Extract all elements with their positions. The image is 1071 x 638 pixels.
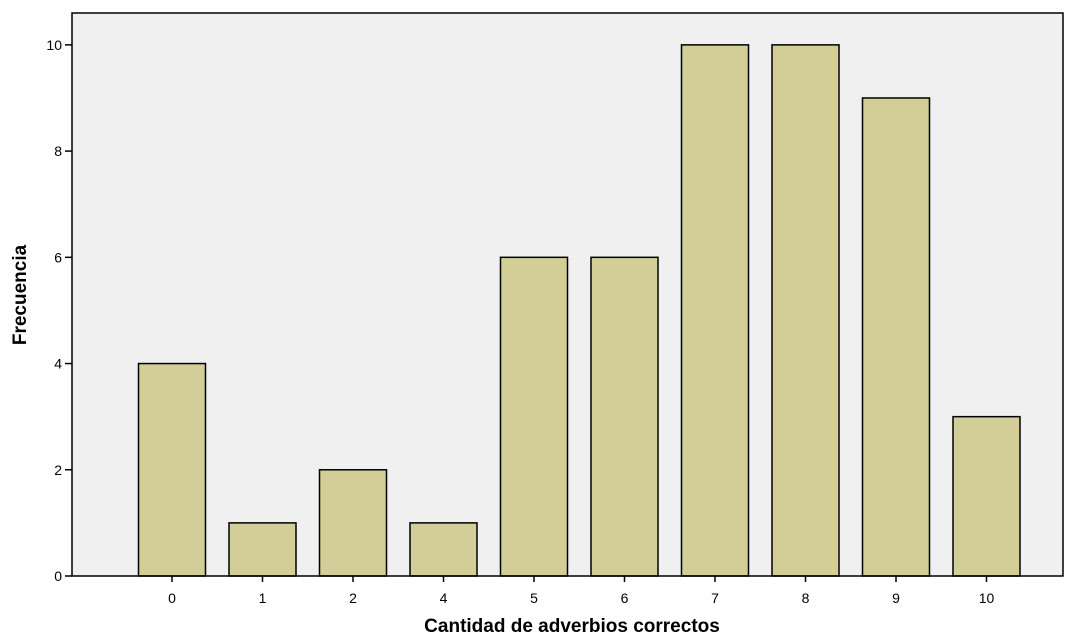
bar-10 — [952, 415, 1021, 577]
bar-6 — [590, 256, 659, 577]
x-tick-label: 9 — [892, 590, 900, 606]
x-tick-label: 2 — [349, 590, 357, 606]
x-tick-label: 7 — [711, 590, 719, 606]
x-axis-ticks: 0 1 2 4 5 6 7 8 9 10 — [168, 576, 994, 606]
x-tick-label: 10 — [979, 590, 995, 606]
bar-7 — [680, 44, 750, 577]
y-tick-label: 10 — [46, 37, 62, 53]
x-tick-label: 8 — [802, 590, 810, 606]
x-tick-label: 6 — [621, 590, 629, 606]
y-tick-label: 8 — [54, 143, 62, 159]
y-tick-label: 4 — [54, 356, 62, 372]
y-axis-title: Frecuencia — [10, 244, 31, 345]
bar-9 — [861, 97, 931, 577]
bar-0 — [137, 362, 207, 577]
x-tick-label: 1 — [259, 590, 267, 606]
x-axis-title: Cantidad de adverbios correctos — [424, 616, 720, 637]
x-tick-label: 5 — [530, 590, 538, 606]
plot-frame — [71, 12, 1064, 577]
y-tick-label: 2 — [54, 462, 62, 478]
bar-2 — [318, 469, 388, 577]
bar-4 — [409, 522, 478, 577]
bar-5 — [499, 256, 569, 577]
y-tick-label: 0 — [54, 568, 62, 584]
bars-group — [137, 44, 1021, 577]
bar-8 — [771, 44, 840, 577]
y-tick-label: 6 — [54, 249, 62, 265]
x-tick-label: 4 — [440, 590, 448, 606]
x-tick-label: 0 — [168, 590, 176, 606]
bar-1 — [228, 522, 297, 577]
y-axis-ticks: 0 2 4 6 8 10 — [46, 37, 72, 584]
